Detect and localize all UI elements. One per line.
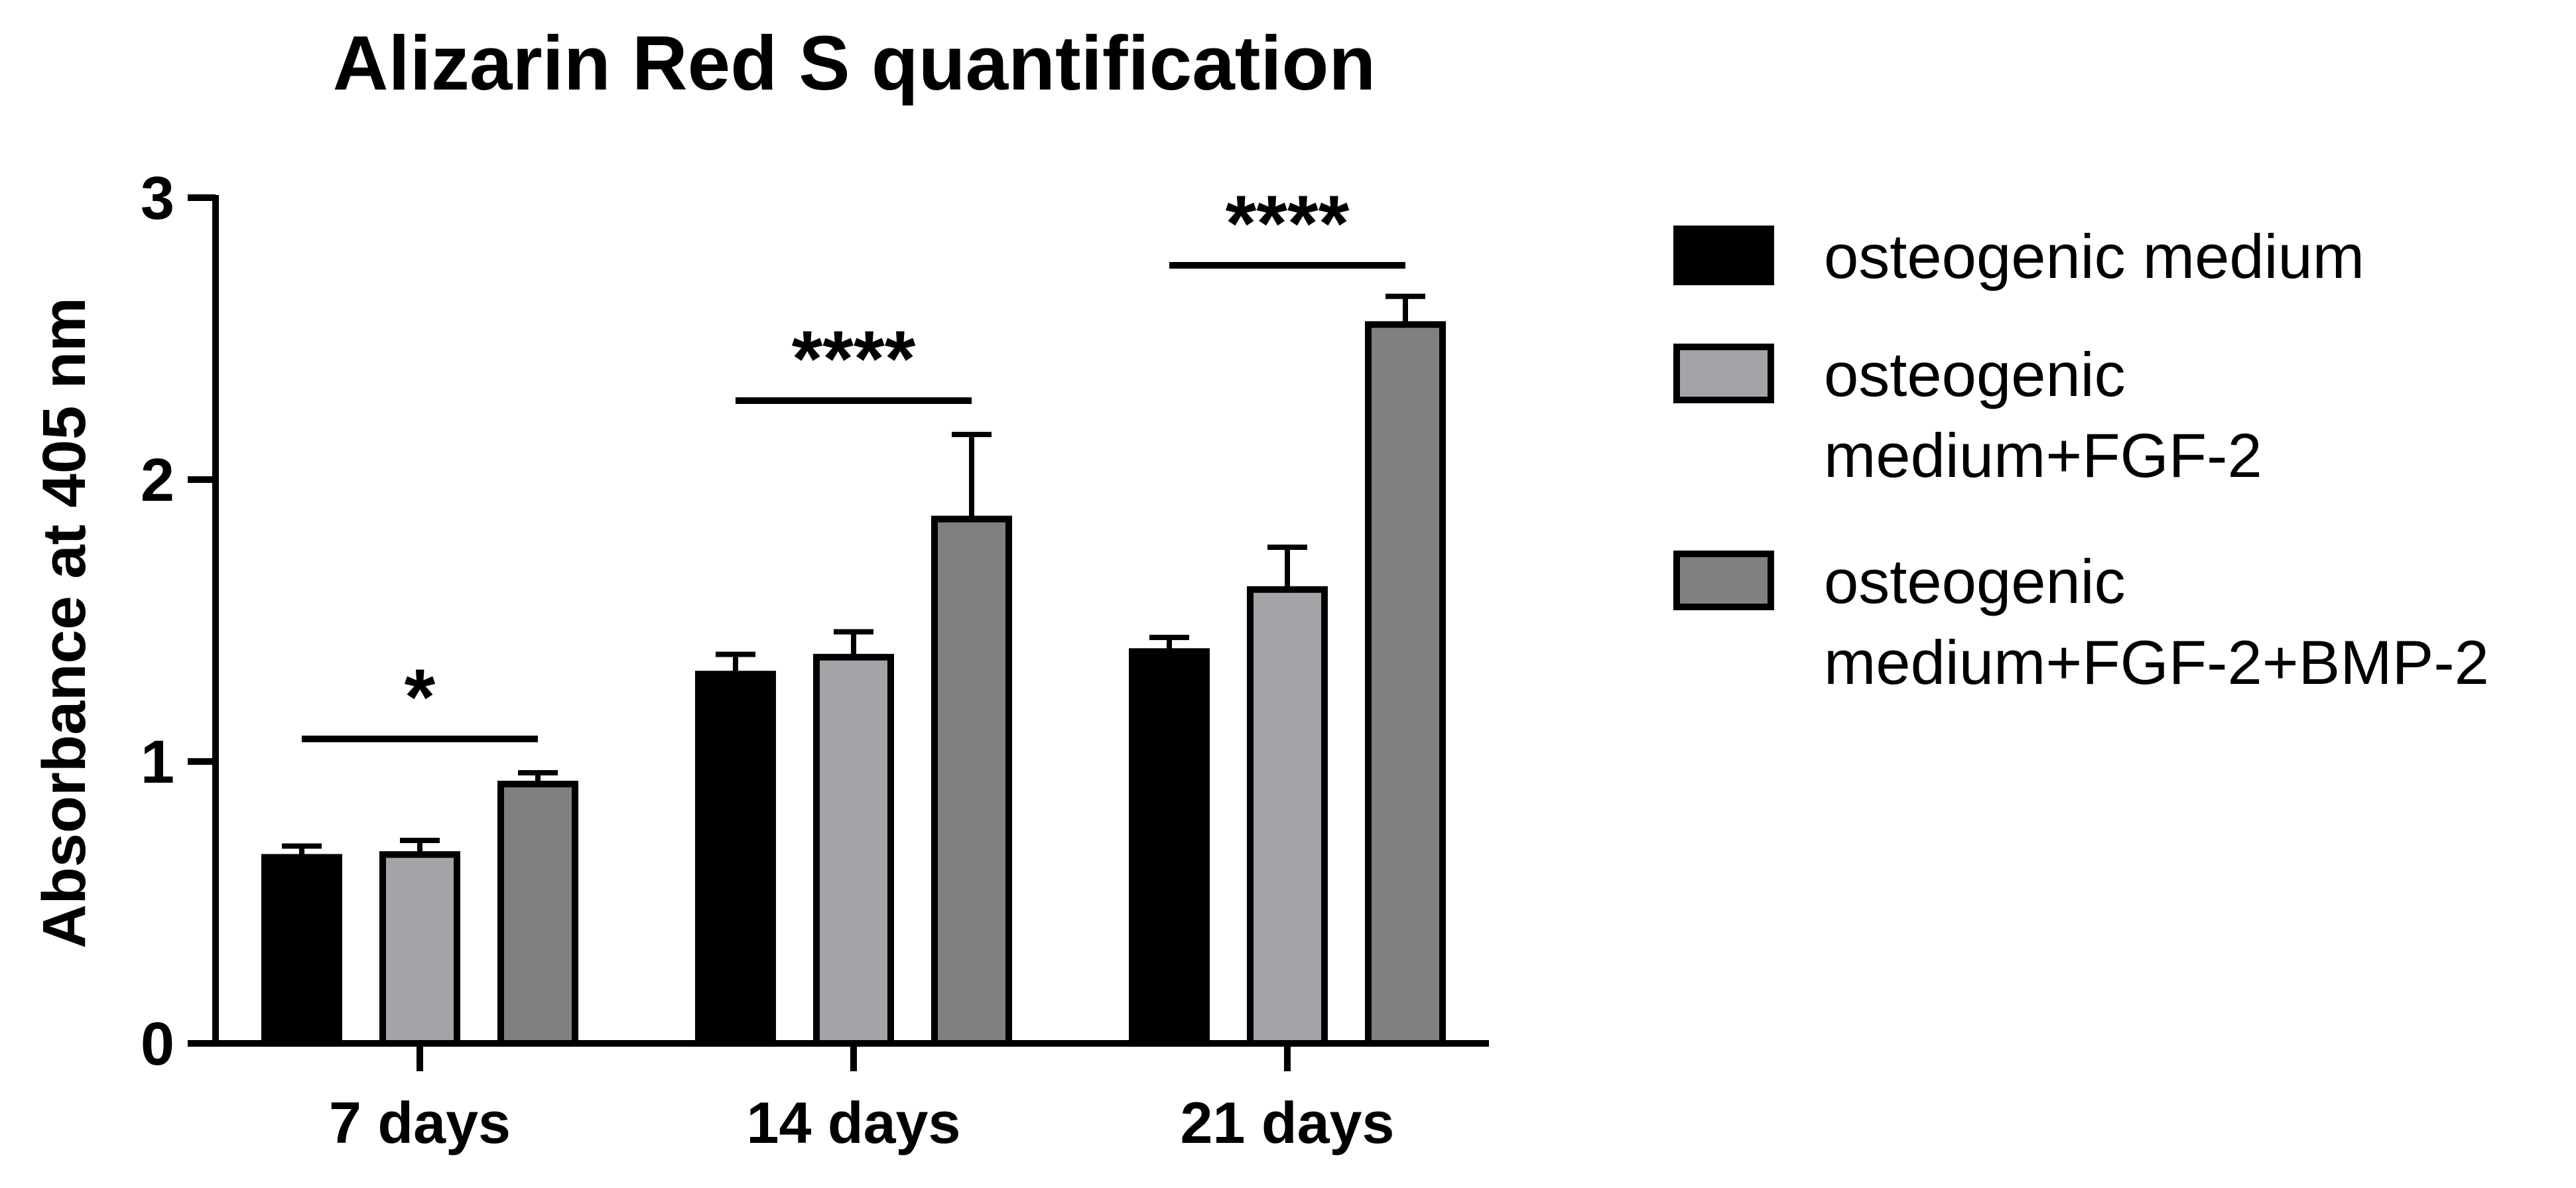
x-tick-label: 21 days <box>1181 1090 1395 1155</box>
bar <box>813 653 894 1047</box>
legend-label: osteogenic medium <box>1824 222 2364 291</box>
x-tick-label: 14 days <box>747 1090 961 1155</box>
y-tick-label: 1 <box>141 728 174 796</box>
legend-swatch <box>1673 226 1774 285</box>
legend-label: osteogenic medium+FGF-2+BMP-2 <box>1824 547 2489 697</box>
bar <box>497 781 578 1047</box>
legend-swatch <box>1673 551 1774 610</box>
legend-label-line: osteogenic <box>1824 340 2126 409</box>
bar <box>379 851 460 1047</box>
bar <box>1129 648 1210 1047</box>
legend-label: osteogenic medium+FGF-2 <box>1824 340 2262 490</box>
y-tick-label: 2 <box>141 446 174 514</box>
legend-label-line: osteogenic <box>1824 547 2126 616</box>
significance-label: **** <box>792 314 916 403</box>
y-axis-title: Absorbance at 405 nm <box>31 297 98 949</box>
y-tick-label: 0 <box>141 1010 174 1078</box>
legend-label-line: osteogenic medium <box>1824 222 2364 291</box>
y-tick-label: 3 <box>141 165 174 232</box>
legend-label-line: medium+FGF-2 <box>1824 421 2262 490</box>
legend-swatch <box>1673 344 1774 403</box>
bar <box>695 671 776 1047</box>
legend-label-line: medium+FGF-2+BMP-2 <box>1824 627 2489 697</box>
chart-title: Alizarin Red S quantification <box>333 20 1376 106</box>
bar <box>1247 586 1328 1047</box>
x-tick-label: 7 days <box>329 1090 511 1155</box>
bar <box>261 854 342 1047</box>
significance-label: **** <box>1226 179 1350 268</box>
bar <box>931 515 1012 1047</box>
significance-label: * <box>405 653 436 742</box>
bar <box>1365 321 1446 1047</box>
